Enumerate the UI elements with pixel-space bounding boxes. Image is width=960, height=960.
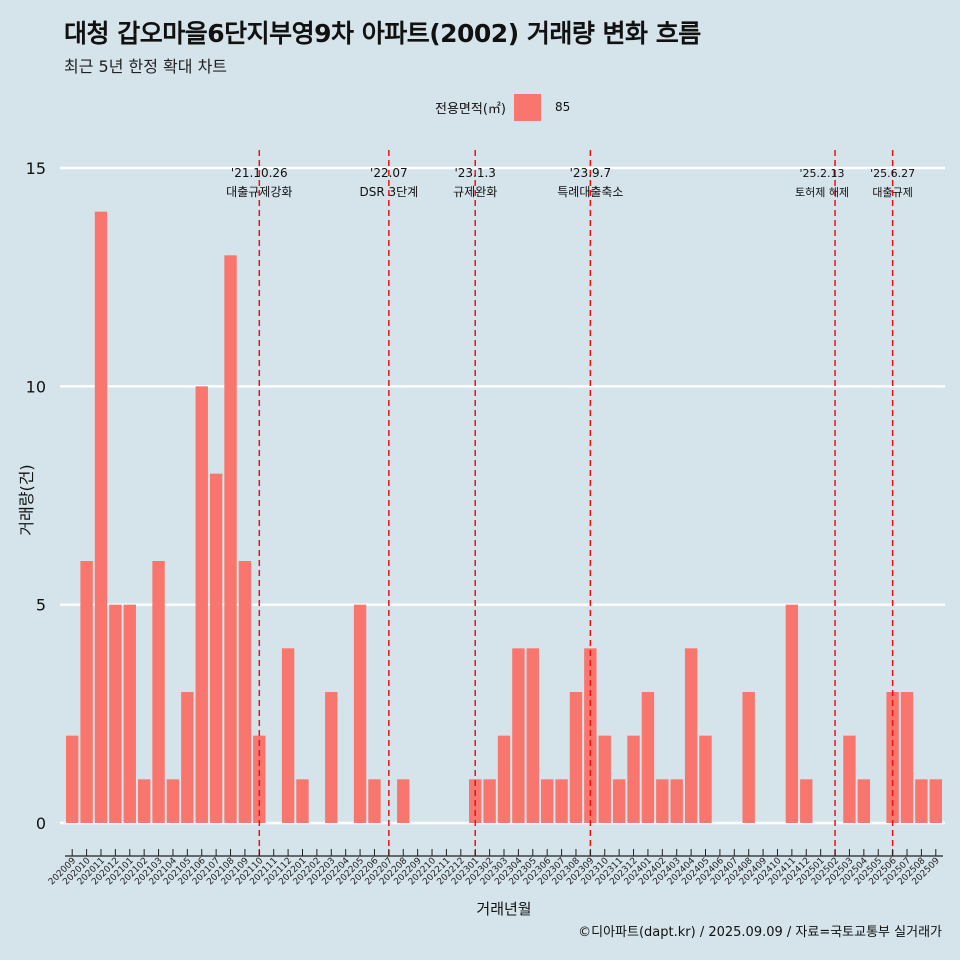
bar-202302 [483,779,496,823]
bar-202107 [209,473,223,823]
event-lines: '21.10.26 대출규제강화 '22.07 DSR 3단계 '23.1.3 규제완화 '… [226,150,915,856]
bar-202112 [281,648,295,823]
bar-202208 [397,779,410,823]
bar-202310 [598,735,611,823]
y-tick-label: 10 [26,377,46,396]
bar-202102 [137,779,151,823]
y-tick-label: 15 [26,159,46,178]
event-label: 규제완화 [453,185,497,199]
event-date-label: '23.1.3 [454,166,495,180]
bar-202109 [238,561,252,823]
bar-202205 [353,604,367,823]
bar-202408 [742,692,755,823]
legend: 전용면적(㎡) 85 [435,93,570,121]
bar-202009 [66,735,79,823]
bar-202012 [109,604,122,823]
bars [66,211,942,824]
event-label: 대출규제강화 [226,185,292,199]
bar-202101 [123,604,136,823]
source-caption: ©디아파트(dapt.kr) / 2025.09.09 / 자료=국토교통부 실… [578,925,942,940]
bar-202306 [540,779,554,823]
bar-202507 [900,692,914,823]
bar-202206 [368,779,381,823]
event-label: 특례대출축소 [557,185,623,199]
bar-202303 [497,735,511,823]
legend-item-label: 85 [554,100,571,114]
bar-202110 [253,735,266,823]
bar-202104 [166,779,180,823]
bar-202405 [699,735,712,823]
axes: 2020092020102020112020122021012021022021… [47,849,943,887]
event-label: DSR 3단계 [359,185,418,199]
bar-202312 [627,735,640,823]
event-date-label: '22.07 [370,166,408,180]
bar-202509 [929,779,942,823]
event-date-label: '25.6.27 [870,167,915,180]
bar-202506 [886,692,899,823]
event-date-label: '21.10.26 [231,166,288,180]
event-label: 토허제 해제 [795,185,849,199]
chart-subtitle: 최근 5년 한정 확대 차트 [64,57,228,76]
bar-202105 [181,692,194,823]
legend-swatch [513,93,541,121]
bar-202307 [555,779,568,823]
bar-202305 [526,648,539,823]
chart-title: 대청 갑오마을6단지부영9차 아파트(2002) 거래량 변화 흐름 [64,19,701,48]
bar-202304 [512,648,525,823]
bar-202402 [656,779,669,823]
y-axis-label: 거래량(건) [17,464,36,535]
bar-202403 [670,779,683,823]
bar-202504 [857,779,871,823]
bar-202103 [152,561,165,823]
bar-202412 [800,779,813,823]
bar-202108 [224,255,237,824]
y-tick-label: 0 [36,814,46,833]
bar-202503 [843,735,856,823]
bar-202508 [915,779,928,823]
bar-202106 [195,386,208,823]
bar-202411 [785,604,799,823]
y-tick-label: 5 [36,596,46,615]
bar-202203 [325,692,338,823]
event-label: 대출규제 [872,186,912,199]
bar-202010 [80,561,93,823]
event-date-label: '25.2.13 [800,167,845,180]
event-date-label: '23.9.7 [570,166,611,180]
bar-202311 [612,779,626,823]
x-axis-label: 거래년월 [476,900,531,918]
bar-202401 [641,692,655,823]
bar-202011 [94,211,108,823]
bar-202404 [684,648,698,823]
bar-202308 [569,692,583,823]
bar-202201 [296,779,309,823]
legend-title: 전용면적(㎡) [435,101,506,117]
